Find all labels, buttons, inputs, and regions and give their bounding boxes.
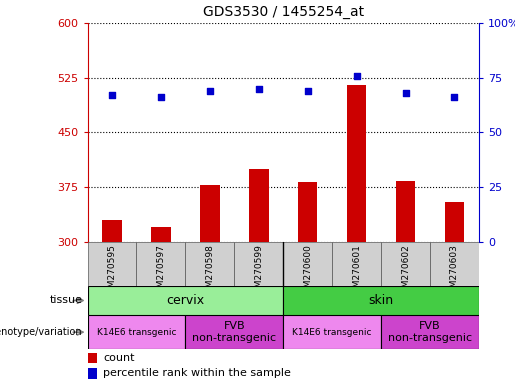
Bar [102,220,122,242]
Bar [88,353,97,363]
Bar [151,227,171,242]
Text: genotype/variation: genotype/variation [0,327,82,337]
Bar [185,315,283,349]
Bar [430,242,479,286]
Bar [332,242,381,286]
Bar [283,242,332,286]
Point [402,90,410,96]
Bar [396,180,415,242]
Bar [234,242,283,286]
Bar [444,202,465,242]
Point [255,86,263,92]
Text: count: count [103,353,135,363]
Text: GSM270599: GSM270599 [254,244,263,299]
Text: GSM270598: GSM270598 [205,244,214,299]
Text: skin: skin [369,294,393,307]
Bar [185,242,234,286]
Text: GSM270600: GSM270600 [303,244,312,299]
Text: FVB
non-transgenic: FVB non-transgenic [192,321,277,343]
Point [450,94,459,101]
Bar [283,286,479,315]
Text: K14E6 transgenic: K14E6 transgenic [97,328,176,337]
Text: GSM270597: GSM270597 [157,244,165,299]
Text: GSM270602: GSM270602 [401,244,410,299]
Bar [283,315,381,349]
Point [206,88,214,94]
Bar [200,185,220,242]
Text: percentile rank within the sample: percentile rank within the sample [103,368,291,378]
Point [108,92,116,98]
Text: tissue: tissue [49,295,82,306]
Bar [298,182,317,242]
Bar [381,315,479,349]
Bar [88,242,136,286]
Bar [347,85,367,242]
Bar [136,242,185,286]
Text: cervix: cervix [166,294,204,307]
Text: GSM270595: GSM270595 [108,244,116,299]
Text: GSM270601: GSM270601 [352,244,361,299]
Bar [249,169,269,242]
Point [157,94,165,101]
Text: K14E6 transgenic: K14E6 transgenic [293,328,372,337]
Title: GDS3530 / 1455254_at: GDS3530 / 1455254_at [203,5,364,19]
Text: GSM270603: GSM270603 [450,244,459,299]
Point [352,73,360,79]
Bar [88,286,283,315]
Bar [88,315,185,349]
Point [304,88,312,94]
Bar [88,368,97,379]
Text: FVB
non-transgenic: FVB non-transgenic [388,321,472,343]
Bar [381,242,430,286]
